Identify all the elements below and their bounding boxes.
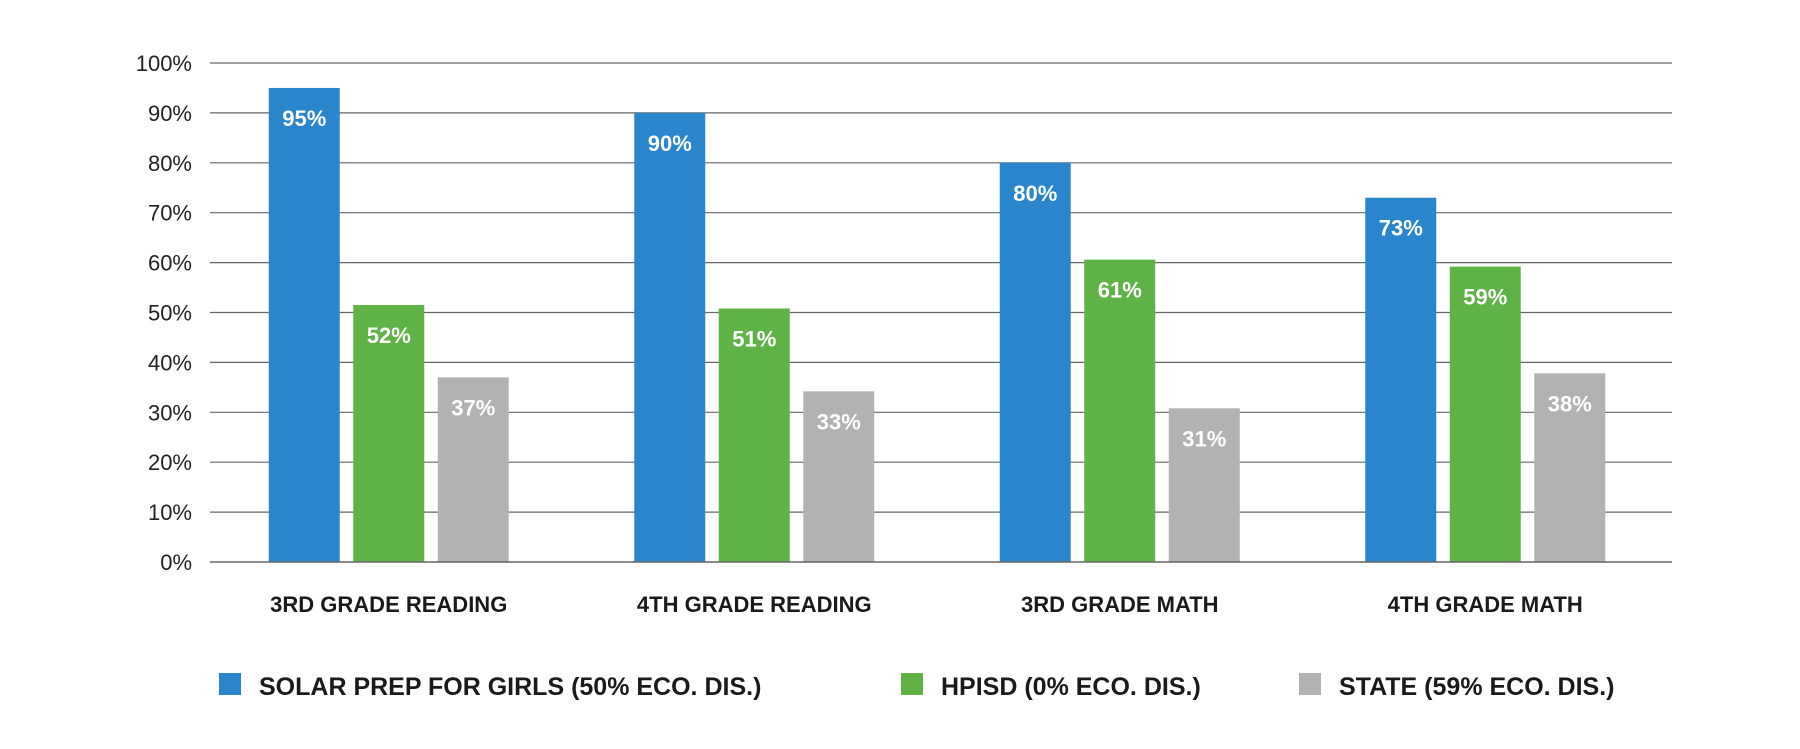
bar-data-label: 52%: [367, 323, 411, 348]
legend-label: HPISD (0% ECO. DIS.): [941, 673, 1201, 701]
bar-data-label: 61%: [1098, 278, 1142, 303]
legend: SOLAR PREP FOR GIRLS (50% ECO. DIS.) HPIS…: [219, 673, 1615, 701]
y-axis-tick-labels: 0% 10% 20% 30% 40% 50% 60% 70% 80% 90% 100%: [136, 51, 192, 575]
y-tick-label: 40%: [148, 350, 192, 375]
bar-data-label: 73%: [1379, 216, 1423, 241]
bar-data-label: 31%: [1182, 426, 1226, 451]
bar: [999, 162, 1071, 563]
y-tick-label: 30%: [148, 400, 192, 425]
bar: [634, 112, 706, 563]
bar: [1449, 266, 1521, 562]
bar: [1365, 197, 1437, 563]
y-tick-label: 70%: [148, 201, 192, 226]
bars: [268, 87, 1606, 563]
legend-swatch: [1299, 673, 1321, 695]
bar: [268, 87, 340, 562]
bar-data-label: 38%: [1548, 391, 1592, 416]
legend-item: SOLAR PREP FOR GIRLS (50% ECO. DIS.): [219, 673, 761, 701]
bar: [353, 305, 425, 562]
bar-data-label: 95%: [282, 106, 326, 131]
y-tick-label: 50%: [148, 301, 192, 326]
bar-data-label: 37%: [451, 395, 495, 420]
y-tick-label: 0%: [160, 550, 192, 575]
legend-item: HPISD (0% ECO. DIS.): [901, 673, 1201, 701]
y-tick-label: 10%: [148, 500, 192, 525]
bar-data-label: 51%: [732, 327, 776, 352]
bar: [718, 308, 790, 562]
x-category-label: 3RD GRADE MATH: [1021, 592, 1219, 617]
y-tick-label: 100%: [136, 51, 192, 76]
legend-item: STATE (59% ECO. DIS.): [1299, 673, 1615, 701]
legend-label: SOLAR PREP FOR GIRLS (50% ECO. DIS.): [259, 673, 761, 701]
x-category-label: 4TH GRADE READING: [637, 592, 872, 617]
data-labels: 95% 52% 37% 90% 51% 33% 80% 61% 31% 73% 59% 38%: [282, 106, 1592, 451]
legend-label: STATE (59% ECO. DIS.): [1339, 673, 1615, 701]
y-tick-label: 80%: [148, 151, 192, 176]
y-tick-label: 20%: [148, 450, 192, 475]
y-tick-label: 90%: [148, 101, 192, 126]
bar: [1534, 373, 1606, 562]
legend-swatch: [219, 673, 241, 695]
x-category-label: 4TH GRADE MATH: [1388, 592, 1583, 617]
bar: [1168, 408, 1240, 562]
bar-data-label: 33%: [817, 409, 861, 434]
bar: [1084, 259, 1156, 562]
bar: [437, 377, 509, 562]
x-axis-category-labels: 3RD GRADE READING 4TH GRADE READING 3RD GR…: [270, 592, 1583, 617]
bar: [803, 391, 875, 562]
bar-data-label: 59%: [1463, 285, 1507, 310]
y-tick-label: 60%: [148, 251, 192, 276]
x-category-label: 3RD GRADE READING: [270, 592, 507, 617]
bar-data-label: 90%: [648, 131, 692, 156]
bar-data-label: 80%: [1013, 181, 1057, 206]
legend-swatch: [901, 673, 923, 695]
